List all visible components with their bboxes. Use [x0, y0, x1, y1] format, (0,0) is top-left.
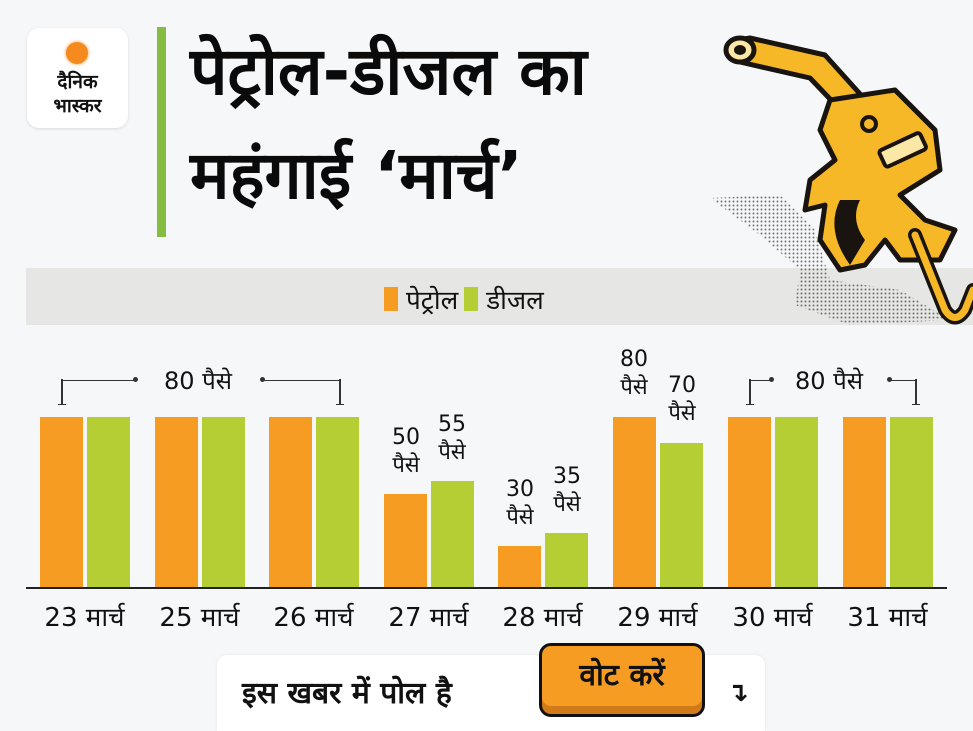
bar-diesel-25-march: [202, 417, 245, 587]
legend-label-diesel: डीजल: [486, 286, 544, 316]
legend-label-petrol: पेट्रोल: [406, 286, 459, 316]
value-label-petrol-29-march: 80 पैसे: [620, 347, 648, 400]
bar-petrol-27-march: [384, 494, 427, 587]
value-label-diesel-29-march: 70 पैसे: [668, 373, 696, 426]
bar-petrol-25-march: [155, 417, 198, 587]
value-label-diesel-27-march: 55 पैसे: [438, 412, 466, 465]
bar-diesel-28-march: [545, 533, 588, 587]
poll-text: इस खबर में पोल है: [242, 676, 452, 711]
logo-text-line1: दैनिक: [57, 71, 98, 93]
x-label-27-march: 27 मार्च: [388, 603, 469, 633]
legend-item-diesel: डीजल: [464, 281, 544, 317]
x-label-25-march: 25 मार्च: [159, 603, 240, 633]
bar-petrol-23-march: [40, 417, 83, 587]
x-label-26-march: 26 मार्च: [273, 603, 354, 633]
x-label-31-march: 31 मार्च: [847, 603, 928, 633]
vote-button[interactable]: वोट करें: [539, 643, 705, 717]
value-label-petrol-28-march: 30 पैसे: [506, 477, 534, 530]
title-line-1: पेट्रोल-डीजल का: [190, 33, 587, 110]
bracket-label-2: 80 पैसे: [795, 367, 864, 395]
fuel-nozzle-icon: [710, 35, 973, 325]
bar-diesel-29-march: [660, 443, 703, 587]
chart-legend: पेट्रोल डीजल: [384, 281, 544, 317]
bracket-label-1: 80 पैसे: [164, 367, 233, 395]
value-label-diesel-28-march: 35 पैसे: [553, 464, 581, 517]
bar-diesel-27-march: [431, 481, 474, 587]
x-label-30-march: 30 मार्च: [732, 603, 813, 633]
x-label-29-march: 29 मार्च: [617, 603, 698, 633]
logo-text-line2: भास्कर: [53, 95, 102, 117]
title-line-2: महंगाई ‘मार्च’: [190, 137, 523, 214]
bar-petrol-28-march: [498, 546, 541, 587]
bar-diesel-30-march: [775, 417, 818, 587]
sun-icon: [66, 42, 88, 64]
legend-swatch-petrol: [384, 287, 398, 311]
page-title: पेट्रोल-डीजल का महंगाई ‘मार्च’: [190, 20, 587, 228]
value-label-petrol-27-march: 50 पैसे: [392, 425, 420, 478]
bar-petrol-29-march: [613, 417, 656, 587]
bar-chart: 80 पैसे 80 पैसे 50 पैसे 55 पैसे 30 पैसे 35 प…: [0, 330, 973, 650]
bar-petrol-31-march: [843, 417, 886, 587]
dainik-bhaskar-logo: दैनिक भास्कर: [27, 28, 128, 128]
x-label-28-march: 28 मार्च: [502, 603, 583, 633]
bar-diesel-23-march: [87, 417, 130, 587]
title-accent-bar: [157, 27, 166, 237]
legend-swatch-diesel: [464, 287, 479, 311]
bar-petrol-26-march: [269, 417, 312, 587]
bar-petrol-30-march: [728, 417, 771, 587]
bar-diesel-31-march: [890, 417, 933, 587]
x-label-23-march: 23 मार्च: [44, 603, 125, 633]
x-axis-line: [26, 587, 947, 589]
legend-item-petrol: पेट्रोल: [384, 281, 458, 317]
arrow-down-icon: ↴: [727, 678, 749, 708]
bar-diesel-26-march: [316, 417, 359, 587]
